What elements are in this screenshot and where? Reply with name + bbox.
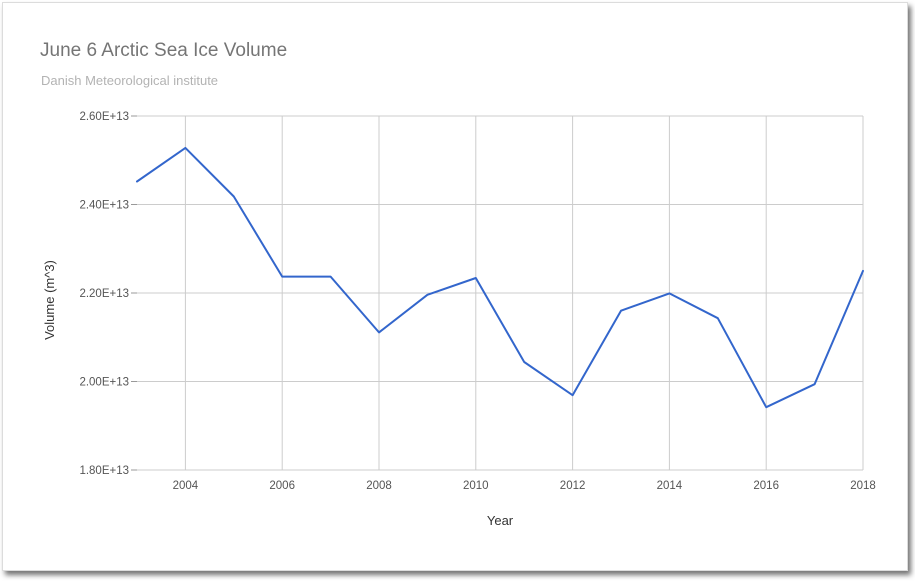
chart-title: June 6 Arctic Sea Ice Volume [40,40,288,61]
y-tick-label: 2.20E+13 [79,288,129,300]
y-tick-label: 2.40E+13 [79,200,129,212]
x-tick-label: 2014 [657,480,683,492]
grid-lines [137,115,864,471]
x-axis-ticks: 2004 2006 2008 2010 2012 2014 2016 2018 [173,480,876,492]
x-tick-label: 2018 [850,480,876,492]
y-tick-label: 1.80E+13 [79,465,129,477]
y-axis-ticks: 1.80E+13 2.00E+13 2.20E+13 2.40E+13 2.60E+13 [79,111,137,477]
x-tick-label: 2004 [173,480,199,492]
series-lines [136,146,864,409]
series-line [136,146,864,409]
x-tick-label: 2016 [753,480,779,492]
x-tick-label: 2008 [366,480,392,492]
x-tick-label: 2012 [560,480,586,492]
chart-card [2,2,908,571]
y-axis-title: Volume (m^3) [42,260,57,340]
x-axis-title: Year [487,513,514,528]
x-tick-label: 2006 [269,480,295,492]
x-tick-label: 2010 [463,480,489,492]
y-tick-label: 2.60E+13 [79,111,129,123]
chart-subtitle: Danish Meteorological institute [41,73,219,88]
y-tick-label: 2.00E+13 [79,377,129,389]
